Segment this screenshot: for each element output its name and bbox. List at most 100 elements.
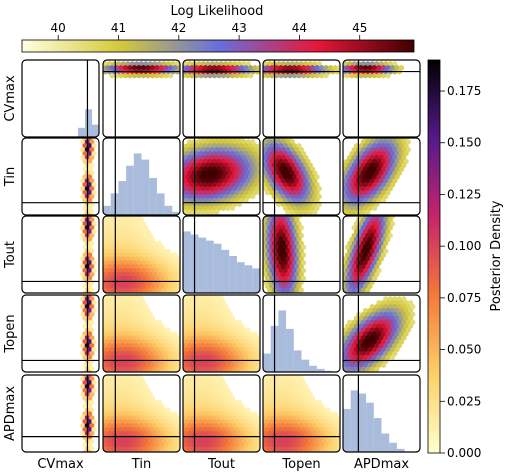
posterior-hexbin: [227, 415, 233, 421]
posterior-hexbin: [198, 395, 204, 402]
posterior-hexbin: [80, 146, 86, 153]
posterior-hexbin: [198, 338, 204, 345]
y-axis-label-apdmax: APDmax: [3, 386, 18, 441]
posterior-hexbin: [118, 338, 124, 345]
posterior-hexbin: [328, 411, 334, 417]
posterior-hexbin: [159, 259, 165, 266]
likelihood-hexbin: [372, 220, 377, 227]
posterior-hexbin: [105, 403, 110, 410]
posterior-hexbin: [218, 415, 224, 421]
likelihood-hexbin: [376, 267, 382, 274]
likelihood-hexbin: [376, 338, 382, 345]
posterior-hexbin: [107, 248, 113, 254]
posterior-hexbin: [143, 350, 149, 357]
posterior-hexbin: [156, 407, 162, 413]
likelihood-hexbin: [189, 158, 195, 165]
posterior-hexbin: [207, 315, 213, 322]
posterior-hexbin: [223, 422, 229, 429]
posterior-hexbin: [87, 338, 93, 345]
likelihood-hexbin: [243, 174, 249, 180]
likelihood-hexbin: [289, 178, 295, 184]
histogram-bar: [126, 165, 134, 215]
likelihood-hexbin: [396, 342, 402, 349]
likelihood-hexbin: [399, 338, 405, 345]
posterior-hexbin: [134, 407, 140, 413]
likelihood-hexbin: [303, 193, 309, 200]
posterior-hexbin: [287, 387, 293, 394]
posterior-hexbin: [301, 411, 306, 417]
posterior-hexbin: [307, 446, 313, 452]
posterior-hexbin: [294, 383, 300, 390]
likelihood-hexbin: [218, 193, 224, 200]
likelihood-hexbin: [408, 307, 414, 314]
posterior-hexbin: [289, 399, 295, 406]
likelihood-hexbin: [385, 331, 391, 337]
posterior-hexbin: [150, 283, 155, 290]
posterior-hexbin: [325, 446, 331, 452]
likelihood-hexbin: [365, 311, 371, 318]
likelihood-hexbin: [287, 259, 293, 266]
likelihood-hexbin: [396, 162, 402, 169]
svg-text:0.000: 0.000: [447, 446, 481, 460]
posterior-hexbin: [123, 244, 128, 251]
top-colorbar-tick: 45: [352, 21, 367, 40]
posterior-hexbin: [103, 434, 106, 441]
likelihood-hexbin: [343, 185, 348, 192]
posterior-hexbin: [212, 411, 217, 417]
likelihood-hexbin: [287, 236, 293, 243]
posterior-hexbin: [183, 399, 188, 406]
likelihood-hexbin: [283, 166, 288, 173]
likelihood-hexbin: [207, 142, 213, 149]
likelihood-hexbin: [187, 170, 193, 176]
likelihood-hexbin: [345, 72, 350, 79]
posterior-hexbin: [263, 438, 268, 445]
likelihood-hexbin: [263, 150, 266, 157]
posterior-hexbin: [236, 438, 242, 445]
posterior-hexbin: [194, 434, 199, 441]
likelihood-hexbin: [381, 150, 386, 157]
posterior-hexbin: [154, 411, 160, 417]
posterior-hexbin: [132, 228, 137, 235]
posterior-hexbin: [147, 240, 153, 247]
posterior-hexbin: [283, 442, 288, 449]
likelihood-hexbin: [360, 248, 366, 254]
posterior-hexbin: [138, 415, 144, 421]
posterior-hexbin: [265, 411, 270, 417]
posterior-hexbin: [145, 403, 151, 410]
likelihood-hexbin: [252, 142, 258, 149]
likelihood-hexbin: [269, 267, 275, 274]
posterior-hexbin: [203, 379, 208, 386]
posterior-hexbin: [138, 327, 144, 333]
likelihood-hexbin: [265, 166, 270, 173]
posterior-hexbin: [82, 189, 88, 196]
likelihood-hexbin: [200, 170, 206, 176]
posterior-hexbin: [265, 379, 270, 386]
posterior-hexbin: [298, 376, 304, 382]
posterior-hexbin: [138, 399, 144, 406]
likelihood-hexbin: [234, 181, 240, 188]
posterior-hexbin: [170, 415, 176, 421]
posterior-hexbin: [316, 399, 322, 406]
likelihood-hexbin: [172, 64, 178, 71]
posterior-hexbin: [132, 442, 137, 449]
posterior-hexbin: [107, 232, 113, 239]
likelihood-hexbin: [207, 150, 213, 157]
likelihood-hexbin: [392, 139, 398, 145]
likelihood-hexbin: [358, 323, 364, 330]
likelihood-hexbin: [301, 158, 306, 165]
posterior-hexbin: [168, 267, 174, 274]
posterior-hexbin: [118, 403, 124, 410]
likelihood-hexbin: [289, 185, 295, 192]
likelihood-hexbin: [365, 146, 371, 153]
likelihood-hexbin: [267, 61, 273, 67]
posterior-hexbin: [223, 399, 229, 406]
likelihood-hexbin: [212, 64, 217, 71]
posterior-hexbin: [216, 346, 222, 353]
likelihood-hexbin: [349, 150, 355, 157]
posterior-hexbin: [107, 263, 113, 270]
likelihood-hexbin: [387, 296, 393, 302]
likelihood-hexbin: [376, 259, 382, 266]
posterior-hexbin: [80, 422, 86, 429]
top-colorbar-tick: 42: [171, 21, 186, 40]
posterior-hexbin: [145, 275, 151, 282]
